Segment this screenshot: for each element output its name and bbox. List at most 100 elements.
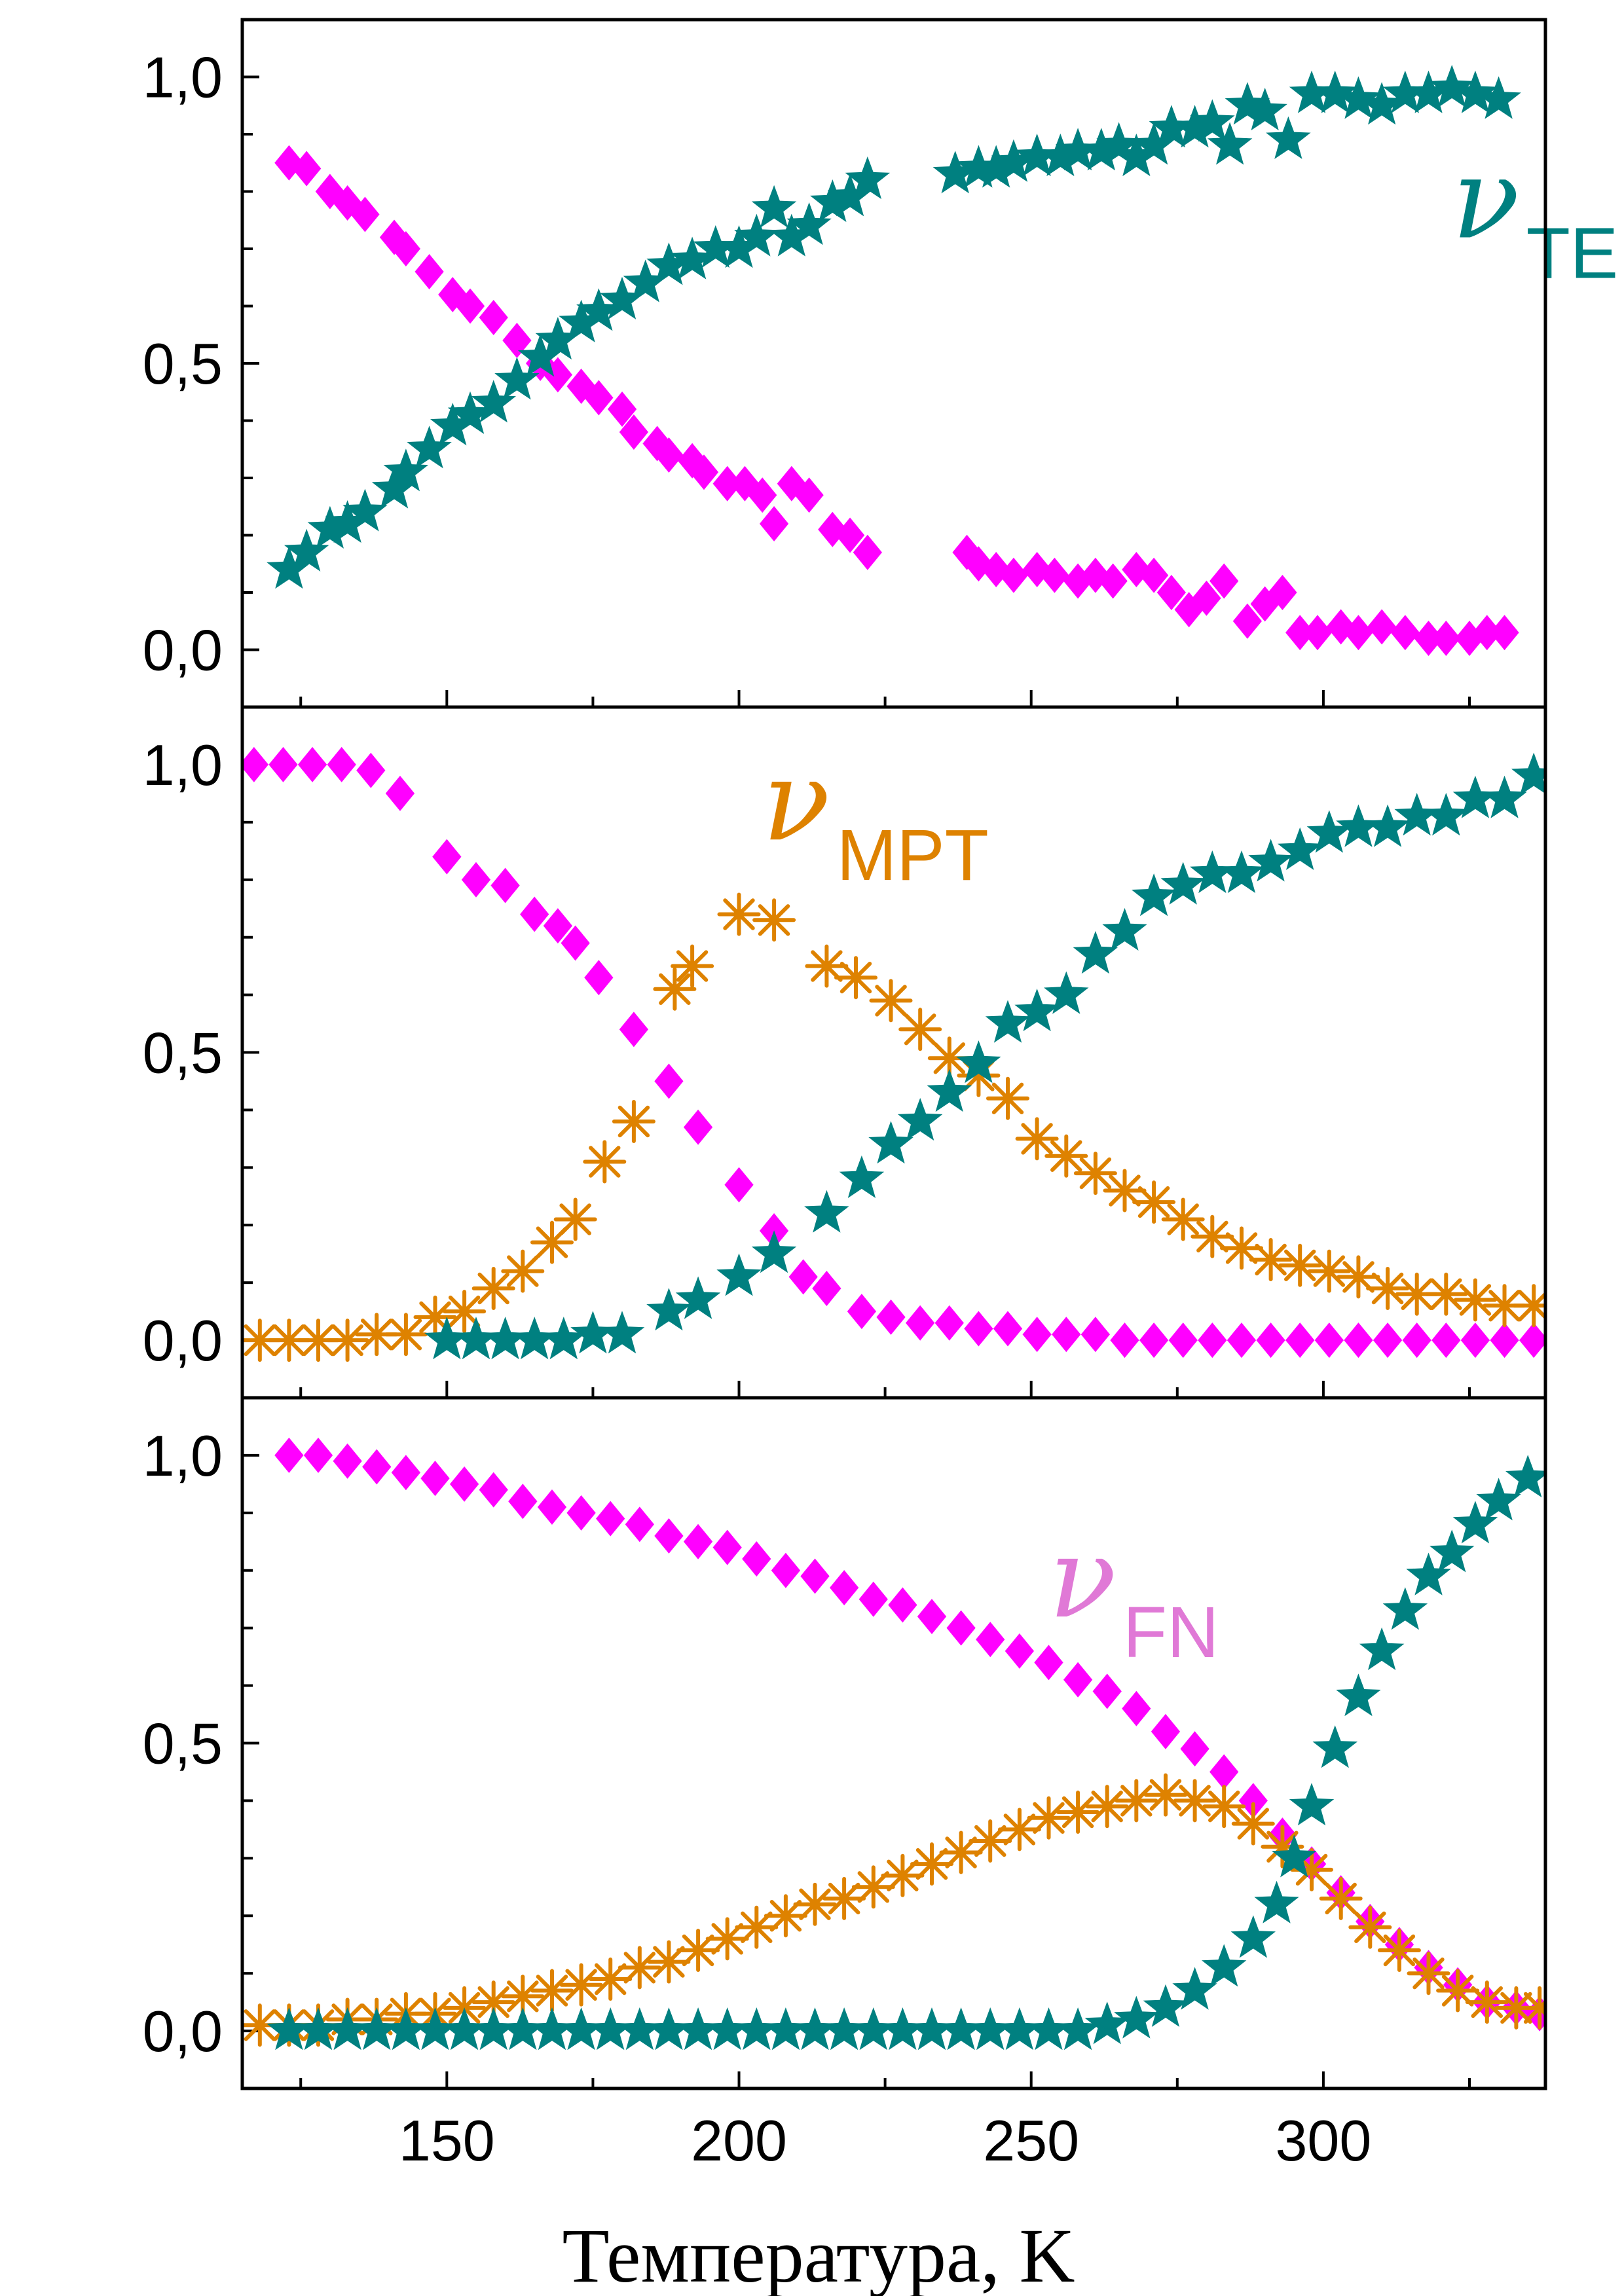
data-point-star [693,225,739,268]
data-point-asterisk [1220,1226,1263,1270]
data-point-diamond [1268,575,1297,610]
data-point-star [453,1317,499,1360]
data-point-diamond [683,1523,713,1559]
series-star [424,752,1545,1360]
data-point-asterisk [1494,1986,1538,2030]
data-point-asterisk [927,1036,971,1080]
data-point-star [447,391,493,434]
data-point-diamond [1373,1322,1403,1358]
data-point-star [1430,1529,1475,1573]
data-point-asterisk [705,1917,749,1961]
data-point-diamond [415,254,444,289]
data-point-asterisk [822,1876,866,1920]
data-point-asterisk [1103,1169,1147,1212]
data-point-star [529,2007,575,2050]
data-point-star [1172,105,1217,148]
data-point-asterisk [1056,1791,1100,1834]
data-point-diamond [1209,1754,1239,1790]
data-point-diamond [917,1599,947,1635]
data-point-diamond [654,437,684,473]
data-point-asterisk [530,1969,574,2013]
data-point-diamond [771,1552,801,1588]
data-point-asterisk [1161,1197,1205,1241]
data-point-asterisk [986,1076,1029,1120]
data-point-asterisk [559,1963,603,2007]
data-point-asterisk [1015,1117,1059,1161]
data-point-star [295,2007,341,2050]
data-point-star [1084,2001,1130,2045]
data-point-diamond [242,746,268,782]
x-axis-title: Температура, K [562,2213,1075,2296]
data-point-asterisk [939,1831,983,1874]
data-point-star [991,139,1037,182]
series-diamond [274,145,1519,656]
panel-frame [240,18,1547,709]
data-point-asterisk [1027,1796,1071,1840]
data-point-diamond [362,1449,392,1485]
data-point-star [985,1000,1031,1043]
data-point-star [1202,1944,1247,1987]
data-point-diamond [479,300,508,335]
data-point-asterisk [1044,1134,1088,1178]
data-point-diamond [508,1484,538,1520]
data-point-diamond [1390,615,1420,651]
data-point-star [932,151,978,194]
data-point-star [430,403,475,446]
data-point-star [471,2007,516,2050]
data-point-star [1382,1587,1428,1630]
data-point-diamond [888,1587,917,1623]
data-point-asterisk [1512,1284,1545,1328]
data-point-diamond [385,775,415,811]
data-point-asterisk [653,967,697,1011]
data-point-star [1190,99,1235,142]
data-point-star [1219,850,1264,894]
data-point-star [1248,839,1293,882]
data-point-asterisk [501,1249,545,1293]
data-point-diamond [1080,1317,1111,1353]
data-point-star [1505,1455,1545,1498]
y-tick-label: 1,0 [143,45,223,110]
data-point-star [1026,2007,1071,2050]
data-point-star [1038,134,1083,177]
data-point-diamond [835,517,865,553]
series-layer [242,1437,1545,2050]
data-point-star [383,448,429,492]
data-point-diamond [1344,615,1373,651]
data-point-asterisk [997,1808,1041,1851]
data-point-diamond [858,1581,888,1617]
data-point-diamond [1110,1322,1139,1358]
data-point-diamond [520,896,549,932]
y-tick-label: 1,0 [143,1423,223,1488]
data-point-diamond [1460,1322,1490,1358]
data-point-diamond [1519,1322,1545,1358]
data-point-star [541,1317,586,1360]
series-annotation: νMPT [762,737,989,896]
data-point-star [1079,128,1124,171]
data-point-asterisk [1337,1255,1380,1299]
data-point-star [1266,116,1311,159]
data-point-diamond [1285,615,1315,651]
data-point-star [424,1317,470,1360]
data-point-star [1336,1673,1381,1717]
data-point-asterisk [1407,1952,1450,1995]
data-point-star [1336,76,1381,119]
data-point-star [1131,873,1177,917]
panel-frame [240,1396,1547,2090]
data-point-asterisk [471,1980,515,2024]
data-point-diamond [1238,1783,1268,1819]
data-point-star [441,2007,487,2050]
data-point-diamond [1034,1645,1063,1681]
data-point-asterisk [1465,1980,1509,2024]
data-point-asterisk [834,956,877,1000]
data-point-asterisk [1173,1779,1217,1823]
data-point-diamond [976,1622,1005,1658]
data-point-star [1102,907,1147,951]
data-point-diamond [1151,1713,1181,1749]
data-point-diamond [1314,1322,1344,1358]
data-point-star [1242,88,1287,131]
data-point-star [1190,850,1235,894]
data-point-star [1511,752,1545,795]
data-point-asterisk [612,1100,655,1143]
series-diamond [274,1437,1545,2032]
data-point-star [1406,1552,1451,1595]
